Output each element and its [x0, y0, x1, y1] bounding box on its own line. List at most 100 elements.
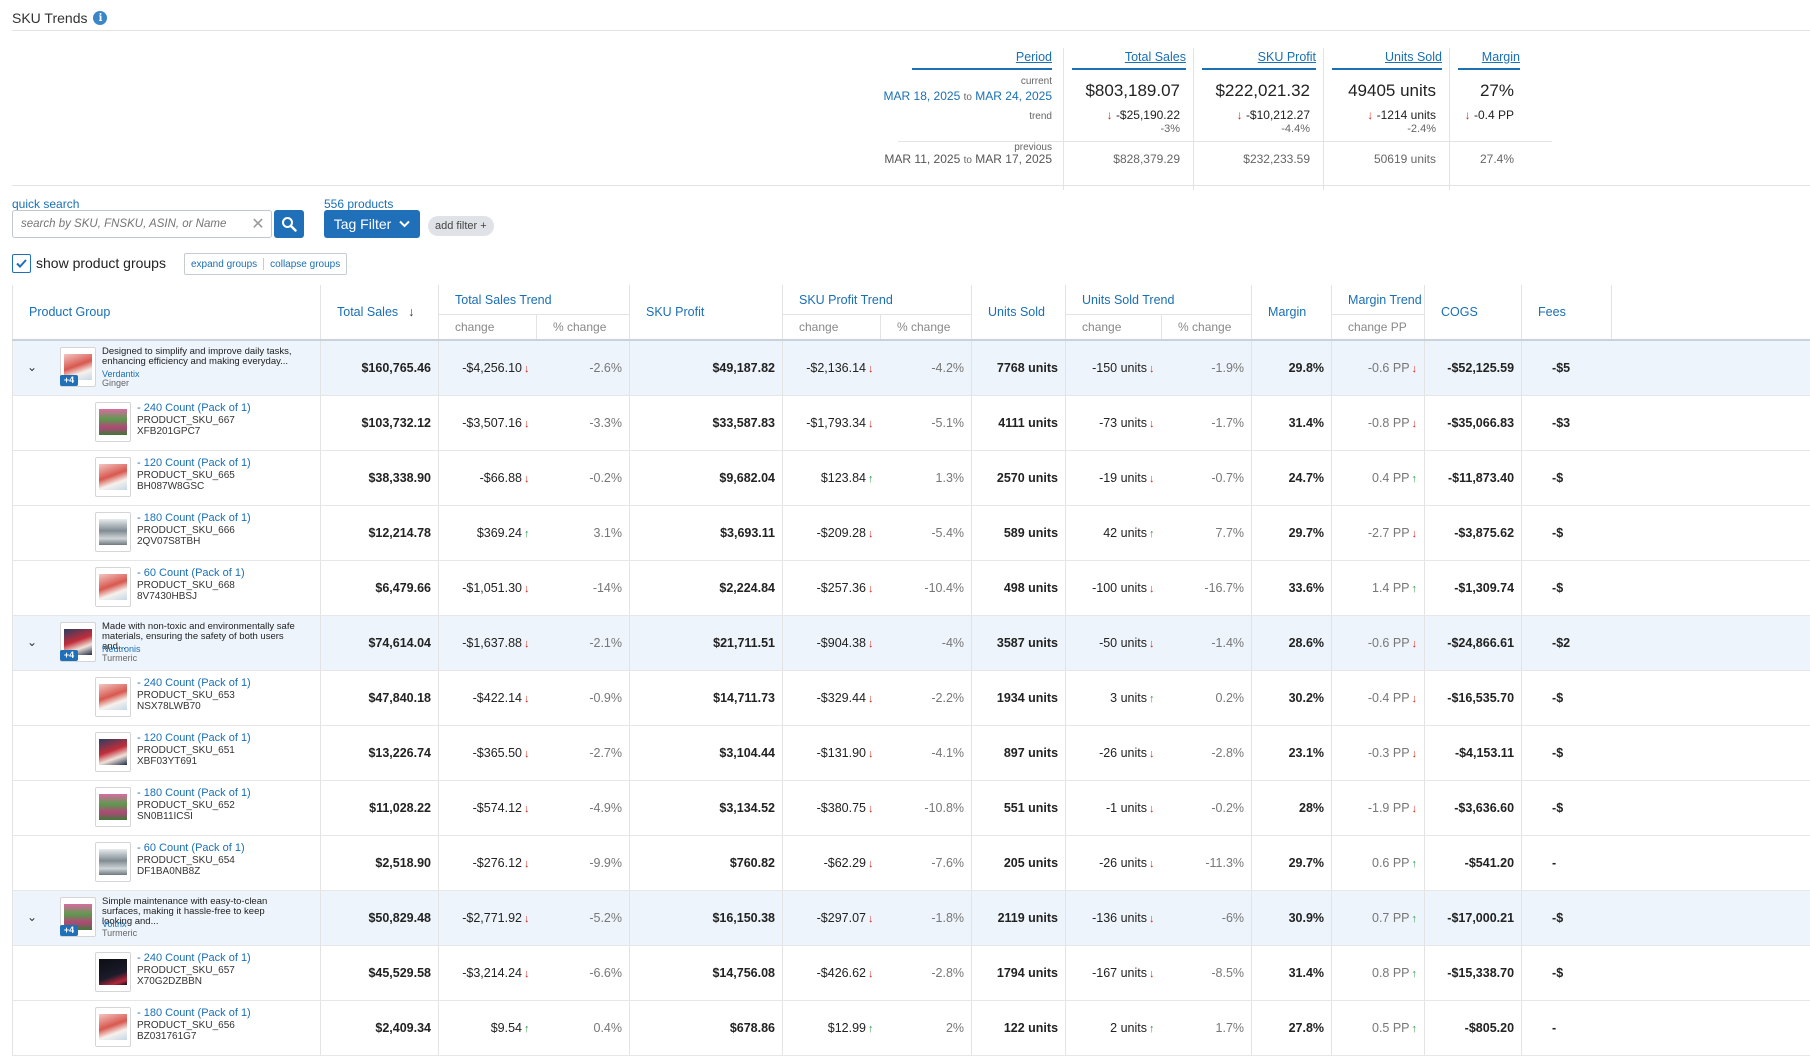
- product-group-row[interactable]: ⌄ +4 Simple maintenance with easy-to-clean…: [12, 890, 1810, 946]
- down-arrow-icon: ↓: [1149, 803, 1155, 815]
- sku-row[interactable]: - 60 Count (Pack of 1) PRODUCT_SKU_668 8V7…: [12, 560, 1810, 616]
- summary-margin-header[interactable]: Margin: [1458, 50, 1520, 70]
- show-product-groups-label[interactable]: show product groups: [36, 255, 166, 271]
- summary-period-header[interactable]: Period: [912, 50, 1052, 70]
- sku-variant-link[interactable]: - 60 Count (Pack of 1): [137, 567, 245, 579]
- units-change-cell: 3 units ↑: [1065, 670, 1162, 726]
- summary-units-sold-header[interactable]: Units Sold: [1332, 50, 1442, 70]
- fees-cell: -$: [1521, 450, 1612, 506]
- chevron-down-icon[interactable]: ⌄: [27, 635, 38, 649]
- add-filter-button[interactable]: add filter +: [428, 216, 494, 236]
- header-units-pct-change[interactable]: % change: [1161, 314, 1252, 341]
- collapse-groups-button[interactable]: collapse groups: [270, 258, 341, 270]
- header-cogs[interactable]: COGS: [1424, 285, 1522, 341]
- clear-icon[interactable]: ✕: [251, 216, 265, 233]
- sku-variant-link[interactable]: - 180 Count (Pack of 1): [137, 787, 251, 799]
- margin-change-pp-cell-value: 0.6 PP: [1372, 856, 1410, 870]
- search-input[interactable]: [13, 217, 248, 231]
- sku-variant-link[interactable]: - 240 Count (Pack of 1): [137, 402, 251, 414]
- group-brand-link[interactable]: Neutronis: [102, 644, 141, 654]
- search-icon: [282, 217, 297, 232]
- header-product-group[interactable]: Product Group: [12, 285, 321, 341]
- sku-row[interactable]: - 240 Count (Pack of 1) PRODUCT_SKU_653 NS…: [12, 670, 1810, 726]
- tag-filter-button[interactable]: Tag Filter: [324, 210, 420, 238]
- sku-variant-link[interactable]: - 120 Count (Pack of 1): [137, 457, 251, 469]
- summary-margin-trend: ↓ -0.4 PP: [1465, 108, 1514, 122]
- product-image[interactable]: [95, 952, 131, 992]
- product-cell: ⌄ +4 Made with non-toxic and environmental…: [12, 615, 321, 671]
- product-image[interactable]: [95, 567, 131, 607]
- header-total-sales-trend[interactable]: Total Sales Trend: [438, 285, 630, 315]
- margin-cell: 28%: [1251, 780, 1332, 836]
- product-image[interactable]: [95, 677, 131, 717]
- header-margin[interactable]: Margin: [1251, 285, 1332, 341]
- current-end-date[interactable]: MAR 24, 2025: [975, 89, 1052, 103]
- total-sales-cell-value: $2,409.34: [375, 1021, 431, 1035]
- product-image[interactable]: [95, 842, 131, 882]
- header-margin-change-pp[interactable]: change PP: [1331, 314, 1425, 341]
- chevron-down-icon[interactable]: ⌄: [27, 910, 38, 924]
- search-button[interactable]: [274, 210, 304, 238]
- sku-row[interactable]: - 180 Count (Pack of 1) PRODUCT_SKU_666 2Q…: [12, 505, 1810, 561]
- down-arrow-icon: ↓: [1236, 108, 1243, 122]
- summary-sku-profit-header[interactable]: SKU Profit: [1202, 50, 1316, 70]
- product-image[interactable]: [95, 787, 131, 827]
- product-image[interactable]: [60, 347, 96, 387]
- product-image[interactable]: [95, 1007, 131, 1047]
- sku-row[interactable]: - 60 Count (Pack of 1) PRODUCT_SKU_654 DF1…: [12, 835, 1810, 891]
- header-margin-trend[interactable]: Margin Trend: [1331, 285, 1425, 315]
- product-image[interactable]: [95, 402, 131, 442]
- show-product-groups-checkbox[interactable]: [12, 254, 31, 273]
- sku-variant-link[interactable]: - 240 Count (Pack of 1): [137, 677, 251, 689]
- header-units-change[interactable]: change: [1065, 314, 1162, 341]
- margin-change-pp-cell: -0.6 PP ↓: [1331, 615, 1425, 671]
- sku-profit-cell-value: $16,150.38: [712, 911, 775, 925]
- header-total-sales[interactable]: Total Sales ↓: [320, 285, 439, 341]
- product-group-row[interactable]: ⌄ +4 Made with non-toxic and environmental…: [12, 615, 1810, 671]
- product-image[interactable]: [95, 457, 131, 497]
- sku-variant-link[interactable]: - 60 Count (Pack of 1): [137, 842, 245, 854]
- header-profit-pct-change[interactable]: % change: [879, 314, 972, 341]
- expand-groups-button[interactable]: expand groups: [191, 258, 258, 270]
- group-description: Designed to simplify and improve daily t…: [102, 346, 292, 367]
- sku-row[interactable]: - 120 Count (Pack of 1) PRODUCT_SKU_651 XB…: [12, 725, 1810, 781]
- sku-asin: XBF03YT691: [137, 756, 198, 767]
- header-units-sold[interactable]: Units Sold: [971, 285, 1066, 341]
- up-arrow-icon: ↑: [1411, 913, 1418, 925]
- group-brand-link[interactable]: Verdantix: [102, 369, 140, 379]
- units-pct-change-cell-value: -1.9%: [1211, 361, 1245, 375]
- sku-row[interactable]: - 180 Count (Pack of 1) PRODUCT_SKU_652 SN…: [12, 780, 1810, 836]
- header-units-sold-trend[interactable]: Units Sold Trend: [1065, 285, 1252, 315]
- product-image[interactable]: [95, 732, 131, 772]
- profit-change-cell-value: -$426.62: [816, 966, 866, 980]
- sku-row[interactable]: - 240 Count (Pack of 1) PRODUCT_SKU_667 XF…: [12, 395, 1810, 451]
- header-sku-profit-trend[interactable]: SKU Profit Trend: [781, 285, 972, 315]
- header-profit-change[interactable]: change: [782, 314, 881, 341]
- chevron-down-icon[interactable]: ⌄: [27, 360, 38, 374]
- sales-pct-change-cell: -0.2%: [536, 450, 630, 506]
- sku-row[interactable]: - 120 Count (Pack of 1) PRODUCT_SKU_665 BH…: [12, 450, 1810, 506]
- product-cell: ⌄ +4 Designed to simplify and improve dail…: [12, 339, 321, 396]
- summary-total-sales-header[interactable]: Total Sales: [1072, 50, 1186, 70]
- product-group-row[interactable]: ⌄ +4 Designed to simplify and improve dail…: [12, 339, 1810, 396]
- header-sales-change[interactable]: change: [438, 314, 537, 341]
- units-sold-cell-value: 205 units: [1003, 856, 1059, 870]
- sales-change-cell: -$4,256.10 ↓: [438, 339, 537, 396]
- sku-variant-link[interactable]: - 180 Count (Pack of 1): [137, 1007, 251, 1019]
- sku-row[interactable]: - 180 Count (Pack of 1) PRODUCT_SKU_656 BZ…: [12, 1000, 1810, 1056]
- profit-pct-change-cell: -4.2%: [880, 339, 972, 396]
- info-icon[interactable]: i: [93, 11, 108, 25]
- sku-row[interactable]: - 240 Count (Pack of 1) PRODUCT_SKU_657 X7…: [12, 945, 1810, 1001]
- sku-variant-link[interactable]: - 180 Count (Pack of 1): [137, 512, 251, 524]
- down-arrow-icon: ↓: [524, 913, 530, 925]
- header-sales-pct-change[interactable]: % change: [536, 314, 630, 341]
- product-image[interactable]: [95, 512, 131, 552]
- group-brand-link[interactable]: Voltrix: [102, 919, 127, 929]
- sku-variant-link[interactable]: - 120 Count (Pack of 1): [137, 732, 251, 744]
- header-fees[interactable]: Fees: [1521, 285, 1612, 341]
- units-sold-cell-value: 1934 units: [996, 691, 1059, 705]
- current-start-date[interactable]: MAR 18, 2025: [883, 89, 961, 103]
- sku-profit-cell-value: $3,134.52: [719, 801, 775, 815]
- header-sku-profit[interactable]: SKU Profit: [629, 285, 783, 341]
- sku-variant-link[interactable]: - 240 Count (Pack of 1): [137, 952, 251, 964]
